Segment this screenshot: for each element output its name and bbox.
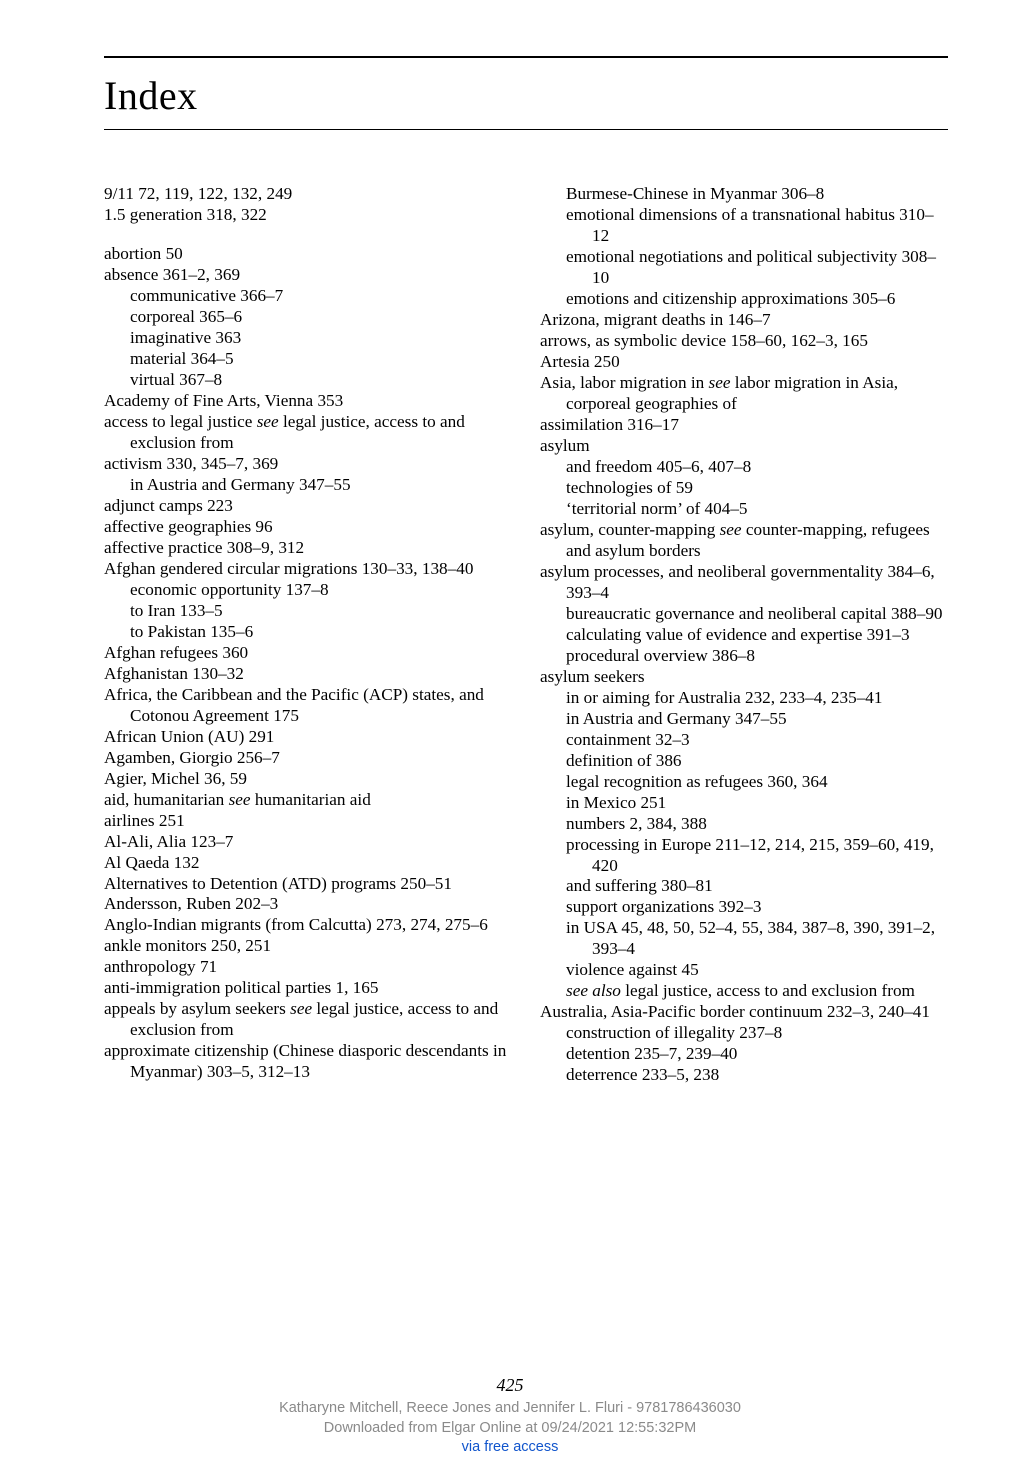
index-entry: Anglo-Indian migrants (from Calcutta) 27…	[104, 915, 512, 936]
index-entry: asylum, counter-mapping see counter-mapp…	[540, 520, 948, 562]
index-entry: Arizona, migrant deaths in 146–7	[540, 310, 948, 331]
index-subentry: containment 32–3	[540, 730, 948, 751]
index-entry: Australia, Asia-Pacific border continuum…	[540, 1002, 948, 1023]
footer-line: via free access	[0, 1438, 1020, 1458]
index-subentry: communicative 366–7	[104, 286, 512, 307]
index-entry: Asia, labor migration in see labor migra…	[540, 373, 948, 415]
blank-line	[104, 226, 512, 244]
index-subentry: in or aiming for Australia 232, 233–4, 2…	[540, 688, 948, 709]
index-subentry: technologies of 59	[540, 478, 948, 499]
index-entry: abortion 50	[104, 244, 512, 265]
index-subentry: construction of illegality 237–8	[540, 1023, 948, 1044]
page: Index 9/11 72, 119, 122, 132, 2491.5 gen…	[0, 0, 1020, 1484]
index-entry: appeals by asylum seekers see legal just…	[104, 999, 512, 1041]
index-entry: absence 361–2, 369	[104, 265, 512, 286]
index-entry: Artesia 250	[540, 352, 948, 373]
index-subentry: support organizations 392–3	[540, 897, 948, 918]
index-subentry: emotional dimensions of a transnational …	[540, 205, 948, 247]
index-entry: ankle monitors 250, 251	[104, 936, 512, 957]
index-subentry: ‘territorial norm’ of 404–5	[540, 499, 948, 520]
index-entry: activism 330, 345–7, 369	[104, 454, 512, 475]
index-entry: 9/11 72, 119, 122, 132, 249	[104, 184, 512, 205]
index-entry: Afghan refugees 360	[104, 643, 512, 664]
index-entry: Afghan gendered circular migrations 130–…	[104, 559, 512, 580]
index-subentry: in Austria and Germany 347–55	[540, 709, 948, 730]
page-footer: 425 Katharyne Mitchell, Reece Jones and …	[0, 1373, 1020, 1458]
index-subentry: in USA 45, 48, 50, 52–4, 55, 384, 387–8,…	[540, 918, 948, 960]
index-subentry: emotions and citizenship approximations …	[540, 289, 948, 310]
index-entry: approximate citizenship (Chinese diaspor…	[104, 1041, 512, 1083]
index-subentry: virtual 367–8	[104, 370, 512, 391]
index-entry: assimilation 316–17	[540, 415, 948, 436]
index-subentry: corporeal 365–6	[104, 307, 512, 328]
index-subentry: bureaucratic governance and neoliberal c…	[540, 604, 948, 625]
page-title: Index	[104, 72, 948, 119]
footer-link[interactable]: via free access	[462, 1439, 559, 1455]
index-entry: Academy of Fine Arts, Vienna 353	[104, 391, 512, 412]
index-subentry: in Austria and Germany 347–55	[104, 475, 512, 496]
index-subentry: and freedom 405–6, 407–8	[540, 457, 948, 478]
index-subentry: deterrence 233–5, 238	[540, 1065, 948, 1086]
index-entry: aid, humanitarian see humanitarian aid	[104, 790, 512, 811]
rule-thin	[104, 129, 948, 130]
index-entry: Al-Ali, Alia 123–7	[104, 832, 512, 853]
index-subentry: see also legal justice, access to and ex…	[540, 981, 948, 1002]
index-subentry: to Iran 133–5	[104, 601, 512, 622]
index-entry: Africa, the Caribbean and the Pacific (A…	[104, 685, 512, 727]
index-subentry: calculating value of evidence and expert…	[540, 625, 948, 646]
footer-line: Downloaded from Elgar Online at 09/24/20…	[0, 1419, 1020, 1439]
index-entry: arrows, as symbolic device 158–60, 162–3…	[540, 331, 948, 352]
index-subentry: definition of 386	[540, 751, 948, 772]
index-subentry: economic opportunity 137–8	[104, 580, 512, 601]
index-entry: asylum processes, and neoliberal governm…	[540, 562, 948, 604]
index-entry: Afghanistan 130–32	[104, 664, 512, 685]
index-subentry: to Pakistan 135–6	[104, 622, 512, 643]
index-entry: asylum	[540, 436, 948, 457]
index-subentry: emotional negotiations and political sub…	[540, 247, 948, 289]
index-subentry: in Mexico 251	[540, 793, 948, 814]
index-subentry: legal recognition as refugees 360, 364	[540, 772, 948, 793]
index-body: 9/11 72, 119, 122, 132, 2491.5 generatio…	[104, 184, 948, 1086]
index-entry: Agamben, Giorgio 256–7	[104, 748, 512, 769]
index-subentry: Burmese-Chinese in Myanmar 306–8	[540, 184, 948, 205]
index-entry: airlines 251	[104, 811, 512, 832]
footer-line: Katharyne Mitchell, Reece Jones and Jenn…	[0, 1399, 1020, 1419]
index-subentry: processing in Europe 211–12, 214, 215, 3…	[540, 835, 948, 877]
index-subentry: material 364–5	[104, 349, 512, 370]
page-number: 425	[0, 1373, 1020, 1397]
index-entry: anti-immigration political parties 1, 16…	[104, 978, 512, 999]
index-entry: adjunct camps 223	[104, 496, 512, 517]
index-entry: African Union (AU) 291	[104, 727, 512, 748]
index-entry: Andersson, Ruben 202–3	[104, 894, 512, 915]
index-entry: anthropology 71	[104, 957, 512, 978]
index-entry: asylum seekers	[540, 667, 948, 688]
index-subentry: procedural overview 386–8	[540, 646, 948, 667]
index-subentry: detention 235–7, 239–40	[540, 1044, 948, 1065]
rule-heavy	[104, 56, 948, 58]
index-subentry: violence against 45	[540, 960, 948, 981]
index-subentry: and suffering 380–81	[540, 876, 948, 897]
index-entry: Al Qaeda 132	[104, 853, 512, 874]
index-entry: access to legal justice see legal justic…	[104, 412, 512, 454]
index-entry: affective geographies 96	[104, 517, 512, 538]
index-entry: 1.5 generation 318, 322	[104, 205, 512, 226]
index-subentry: numbers 2, 384, 388	[540, 814, 948, 835]
index-entry: Alternatives to Detention (ATD) programs…	[104, 874, 512, 895]
index-entry: affective practice 308–9, 312	[104, 538, 512, 559]
index-entry: Agier, Michel 36, 59	[104, 769, 512, 790]
index-subentry: imaginative 363	[104, 328, 512, 349]
